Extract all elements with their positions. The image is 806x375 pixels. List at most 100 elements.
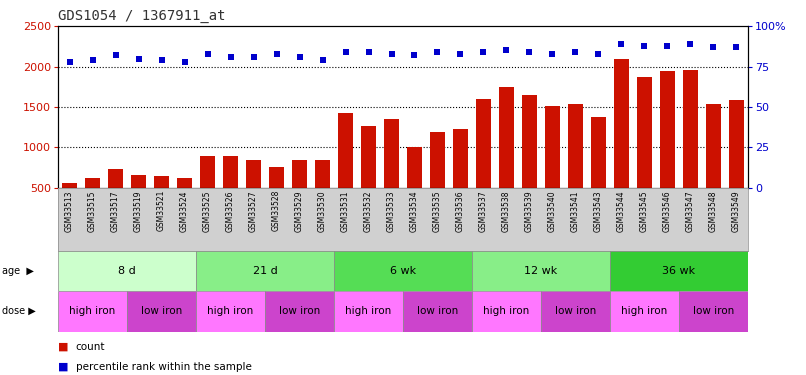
Point: [546, 51, 559, 57]
Bar: [58, 291, 127, 332]
Point: [500, 48, 513, 54]
Bar: [472, 251, 610, 291]
Point: [63, 59, 76, 65]
Bar: [108, 169, 123, 228]
Text: GSM33529: GSM33529: [295, 190, 304, 231]
Text: GDS1054 / 1367911_at: GDS1054 / 1367911_at: [58, 9, 226, 23]
Text: GSM33544: GSM33544: [617, 190, 626, 232]
Text: ■: ■: [58, 342, 69, 352]
Point: [339, 49, 352, 55]
Text: high iron: high iron: [484, 306, 530, 316]
Bar: [706, 105, 721, 228]
Point: [86, 57, 99, 63]
Text: GSM33541: GSM33541: [571, 190, 580, 231]
Bar: [522, 95, 537, 228]
Point: [592, 51, 605, 57]
Point: [247, 54, 260, 60]
Text: GSM33532: GSM33532: [364, 190, 373, 231]
Bar: [246, 160, 261, 228]
Point: [178, 59, 191, 65]
Bar: [729, 100, 744, 228]
Point: [615, 41, 628, 47]
Bar: [223, 156, 238, 228]
Point: [109, 52, 122, 58]
Point: [454, 51, 467, 57]
Point: [684, 41, 697, 47]
Bar: [591, 117, 606, 228]
Bar: [403, 291, 472, 332]
Text: low iron: low iron: [279, 306, 320, 316]
Bar: [62, 183, 77, 228]
Bar: [660, 71, 675, 228]
Text: age  ▶: age ▶: [2, 266, 34, 276]
Bar: [614, 59, 629, 228]
Text: 21 d: 21 d: [252, 266, 277, 276]
Bar: [315, 160, 330, 228]
Point: [569, 49, 582, 55]
Bar: [338, 112, 353, 228]
Point: [385, 51, 398, 57]
Text: GSM33545: GSM33545: [640, 190, 649, 232]
Text: 8 d: 8 d: [118, 266, 136, 276]
Text: GSM33533: GSM33533: [387, 190, 396, 232]
Text: low iron: low iron: [693, 306, 734, 316]
Text: GSM33513: GSM33513: [65, 190, 74, 231]
Text: GSM33527: GSM33527: [249, 190, 258, 231]
Text: GSM33536: GSM33536: [456, 190, 465, 232]
Text: GSM33519: GSM33519: [134, 190, 143, 231]
Text: 6 wk: 6 wk: [390, 266, 416, 276]
Text: ■: ■: [58, 362, 69, 372]
Text: GSM33531: GSM33531: [341, 190, 350, 231]
Text: low iron: low iron: [417, 306, 458, 316]
Bar: [177, 178, 192, 228]
Text: GSM33517: GSM33517: [111, 190, 120, 231]
Text: low iron: low iron: [555, 306, 596, 316]
Point: [431, 49, 444, 55]
Bar: [568, 105, 583, 228]
Text: 36 wk: 36 wk: [663, 266, 696, 276]
Bar: [637, 77, 652, 228]
Point: [408, 52, 421, 58]
Point: [316, 57, 329, 63]
Bar: [269, 166, 284, 228]
Text: GSM33538: GSM33538: [502, 190, 511, 231]
Bar: [127, 291, 196, 332]
Bar: [472, 291, 541, 332]
Bar: [541, 291, 610, 332]
Text: count: count: [76, 342, 106, 352]
Bar: [499, 87, 514, 228]
Point: [155, 57, 168, 63]
Text: GSM33546: GSM33546: [663, 190, 672, 232]
Bar: [334, 251, 472, 291]
Text: high iron: high iron: [69, 306, 115, 316]
Text: GSM33524: GSM33524: [180, 190, 189, 231]
Text: GSM33525: GSM33525: [203, 190, 212, 231]
Bar: [200, 156, 215, 228]
Text: GSM33539: GSM33539: [525, 190, 534, 232]
Point: [201, 51, 214, 57]
Bar: [679, 291, 748, 332]
Bar: [610, 251, 748, 291]
Bar: [384, 119, 399, 228]
Text: low iron: low iron: [141, 306, 182, 316]
Bar: [476, 99, 491, 228]
Text: GSM33530: GSM33530: [318, 190, 327, 232]
Bar: [361, 126, 376, 228]
Point: [661, 43, 674, 49]
Text: GSM33515: GSM33515: [88, 190, 97, 231]
Text: GSM33526: GSM33526: [226, 190, 235, 231]
Text: percentile rank within the sample: percentile rank within the sample: [76, 362, 251, 372]
Bar: [430, 132, 445, 228]
Point: [707, 44, 720, 50]
Bar: [683, 70, 698, 228]
Point: [224, 54, 237, 60]
Bar: [196, 291, 265, 332]
Text: GSM33540: GSM33540: [548, 190, 557, 232]
Point: [293, 54, 306, 60]
Text: GSM33548: GSM33548: [709, 190, 718, 231]
Point: [477, 49, 490, 55]
Point: [362, 49, 375, 55]
Text: GSM33535: GSM33535: [433, 190, 442, 232]
Text: GSM33521: GSM33521: [157, 190, 166, 231]
Bar: [334, 291, 403, 332]
